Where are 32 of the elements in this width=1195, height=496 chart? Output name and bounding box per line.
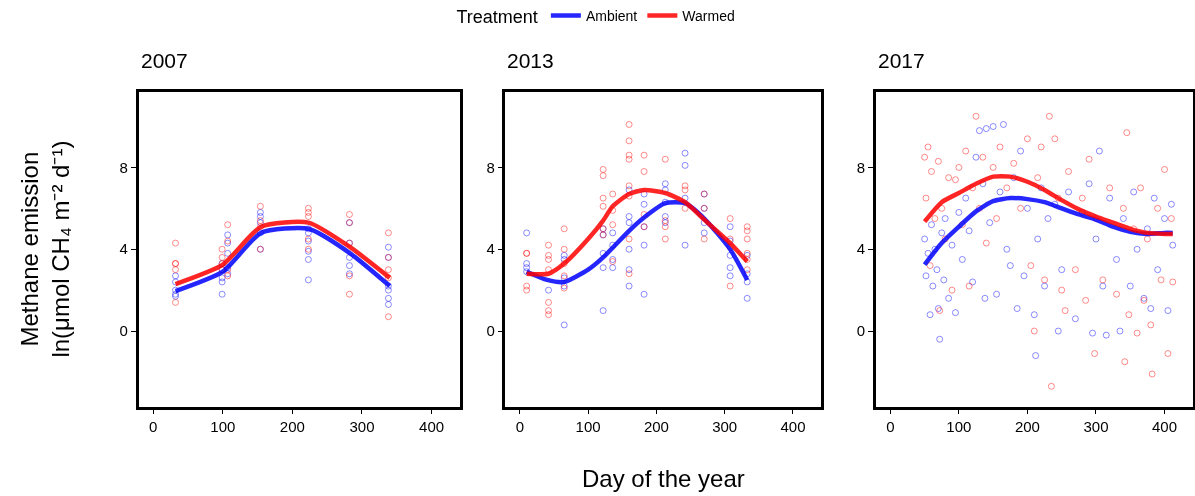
y-tick-label: 4 xyxy=(119,240,128,258)
y-tick-label: 0 xyxy=(856,322,866,340)
x-tick-label: 200 xyxy=(643,418,669,436)
x-tick-label: 100 xyxy=(210,418,236,436)
chart-title: 2017 xyxy=(878,49,925,72)
x-tick-label: 300 xyxy=(1083,418,1109,436)
x-tick-label: 200 xyxy=(1014,418,1040,436)
x-tick-label: 400 xyxy=(419,418,445,436)
x-tick-label: 300 xyxy=(349,418,375,436)
y-axis-title: Methane emission ln(μmol CH₄ m⁻² d⁻¹) xyxy=(16,140,75,358)
y-tick-label: 8 xyxy=(486,158,495,176)
legend-title: Treatment xyxy=(456,7,538,28)
x-axis-title: Day of the year xyxy=(582,465,745,492)
y-tick-label: 4 xyxy=(856,240,866,258)
y-tick-label: 8 xyxy=(119,158,128,176)
y-tick-label: 4 xyxy=(486,240,495,258)
legend-label: Warmed xyxy=(682,8,735,25)
y-tick-label: 8 xyxy=(856,158,866,176)
x-tick-label: 100 xyxy=(575,418,601,436)
chart-title: 2007 xyxy=(141,49,188,72)
y-tick-label: 0 xyxy=(486,322,495,340)
x-tick-label: 0 xyxy=(886,418,895,436)
x-tick-label: 400 xyxy=(1151,418,1178,436)
x-tick-label: 0 xyxy=(515,418,524,436)
x-tick-label: 300 xyxy=(712,418,738,436)
legend-label: Ambient xyxy=(585,8,638,25)
x-tick-label: 100 xyxy=(946,418,972,436)
y-tick-label: 0 xyxy=(119,322,128,340)
x-tick-label: 0 xyxy=(149,418,158,436)
chart-title: 2013 xyxy=(507,49,554,72)
x-tick-label: 400 xyxy=(780,418,806,436)
x-tick-label: 200 xyxy=(279,418,305,436)
